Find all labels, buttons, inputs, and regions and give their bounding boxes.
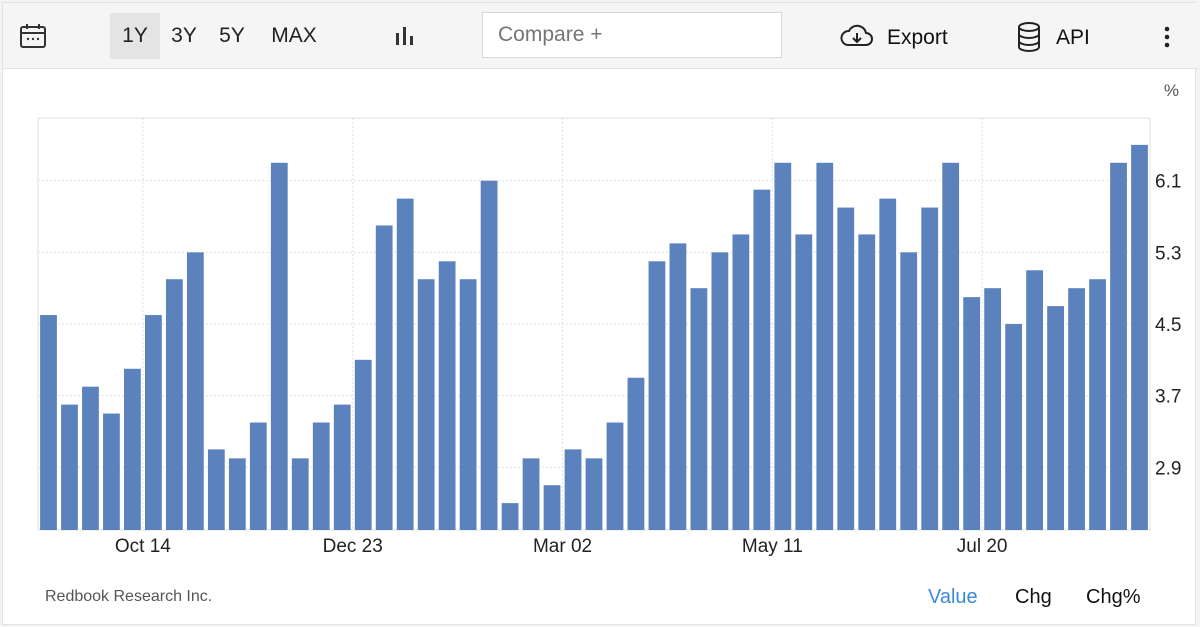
compare-input[interactable]: Compare +	[482, 12, 782, 58]
bar	[543, 485, 561, 530]
bar	[774, 162, 792, 531]
bar	[333, 404, 351, 530]
bar	[585, 458, 603, 530]
bar	[186, 252, 204, 530]
bar	[82, 386, 99, 530]
bar	[627, 377, 645, 530]
bar	[984, 288, 1002, 530]
bar	[145, 315, 162, 530]
bar	[648, 261, 666, 530]
bar-chart-icon[interactable]	[392, 23, 418, 49]
bar	[249, 422, 267, 530]
calendar-icon[interactable]	[18, 21, 48, 51]
bar	[564, 449, 582, 530]
database-icon[interactable]	[1016, 21, 1042, 53]
bar-chart: 2.9 3.7 4.5 5.3 6.1 Oct 14 Dec 23 Mar 02 May 11 J…	[37, 81, 1181, 557]
bar	[963, 297, 981, 530]
x-tick-label: Oct 14	[115, 536, 171, 557]
bar	[921, 207, 939, 530]
bar	[291, 458, 309, 530]
bar	[858, 234, 876, 530]
tab-value[interactable]: Value	[928, 586, 978, 608]
bar	[1089, 279, 1106, 530]
export-button[interactable]: Export	[887, 26, 948, 49]
bar	[753, 189, 771, 531]
bar	[816, 162, 834, 531]
bar	[942, 162, 960, 531]
y-tick-label: 6.1	[1155, 172, 1181, 193]
bar	[900, 252, 918, 530]
bar	[165, 279, 183, 530]
x-tick-label: Jul 20	[957, 536, 1008, 557]
bar	[124, 368, 141, 530]
tab-chg[interactable]: Chg	[1015, 586, 1052, 608]
range-1y-button[interactable]: 1Y	[110, 13, 160, 59]
bar	[669, 243, 687, 531]
bar	[354, 359, 372, 530]
cloud-download-icon[interactable]	[839, 23, 875, 51]
bar	[1047, 306, 1064, 530]
y-tick-label: 5.3	[1155, 243, 1181, 264]
bar	[207, 449, 225, 530]
y-tick-label: 4.5	[1155, 315, 1181, 336]
y-tick-label: 2.9	[1155, 458, 1181, 479]
bar	[1068, 288, 1085, 530]
unit-label: %	[1164, 81, 1179, 100]
bar	[501, 503, 519, 530]
bar	[480, 180, 498, 530]
range-3y-button[interactable]: 3Y	[171, 24, 197, 47]
bar	[795, 234, 813, 530]
bar	[375, 225, 393, 530]
x-tick-label: Dec 23	[323, 536, 383, 557]
bar	[438, 261, 456, 530]
bar	[1110, 162, 1127, 531]
more-vertical-icon[interactable]	[1159, 23, 1175, 51]
bar	[396, 198, 414, 530]
bar	[1026, 270, 1043, 530]
bar	[1131, 144, 1148, 530]
range-max-button[interactable]: MAX	[271, 24, 317, 47]
x-tick-label: May 11	[742, 536, 803, 557]
bar	[522, 458, 540, 530]
bar	[690, 288, 708, 530]
bar	[459, 279, 477, 530]
bar	[270, 162, 288, 531]
bar	[228, 458, 246, 530]
tab-chg-percent[interactable]: Chg%	[1086, 586, 1141, 608]
y-tick-label: 3.7	[1155, 387, 1181, 408]
bar	[879, 198, 897, 530]
x-tick-label: Mar 02	[533, 536, 592, 557]
bar	[312, 422, 330, 530]
bar	[837, 207, 855, 530]
bar	[606, 422, 624, 530]
api-button[interactable]: API	[1056, 26, 1090, 49]
bar	[61, 404, 78, 530]
toolbar: 1Y 3Y 5Y MAX Compare + Export	[3, 3, 1197, 69]
bar	[417, 279, 435, 530]
bar	[1005, 324, 1023, 530]
bar	[103, 413, 120, 530]
bar	[711, 252, 729, 530]
bar	[732, 234, 750, 530]
bar	[40, 315, 57, 530]
source-label: Redbook Research Inc.	[45, 588, 213, 605]
range-5y-button[interactable]: 5Y	[219, 24, 245, 47]
